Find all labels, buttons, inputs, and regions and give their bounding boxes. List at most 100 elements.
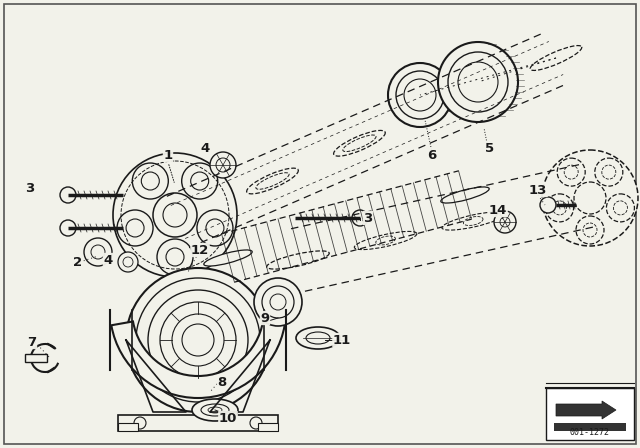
Circle shape xyxy=(126,219,144,237)
Ellipse shape xyxy=(441,187,489,203)
Circle shape xyxy=(191,172,209,190)
Ellipse shape xyxy=(355,232,417,250)
Circle shape xyxy=(557,158,585,186)
Ellipse shape xyxy=(409,98,461,123)
Circle shape xyxy=(396,71,444,119)
Ellipse shape xyxy=(376,236,396,245)
Circle shape xyxy=(166,248,184,266)
Circle shape xyxy=(117,210,153,246)
Ellipse shape xyxy=(201,404,229,416)
Bar xyxy=(25,354,47,362)
Circle shape xyxy=(576,216,604,244)
Circle shape xyxy=(163,203,187,227)
Text: 2: 2 xyxy=(74,255,83,268)
Bar xyxy=(554,423,626,431)
Circle shape xyxy=(262,286,294,318)
Circle shape xyxy=(552,201,566,215)
Ellipse shape xyxy=(256,173,289,189)
Text: 5: 5 xyxy=(485,142,495,155)
Circle shape xyxy=(500,217,510,227)
Text: 1: 1 xyxy=(163,148,173,161)
Circle shape xyxy=(607,194,634,222)
Bar xyxy=(258,423,278,431)
Ellipse shape xyxy=(204,250,252,266)
Circle shape xyxy=(458,62,498,102)
Circle shape xyxy=(206,219,224,237)
Circle shape xyxy=(113,153,237,277)
Text: 12: 12 xyxy=(191,244,209,257)
Ellipse shape xyxy=(296,327,340,349)
Circle shape xyxy=(540,197,556,213)
Circle shape xyxy=(160,302,236,378)
Text: 4: 4 xyxy=(200,142,210,155)
Ellipse shape xyxy=(442,212,504,230)
Ellipse shape xyxy=(192,399,238,421)
Text: 7: 7 xyxy=(28,336,36,349)
Ellipse shape xyxy=(152,210,204,234)
Circle shape xyxy=(60,187,76,203)
Circle shape xyxy=(583,223,597,237)
Circle shape xyxy=(388,63,452,127)
Text: 3: 3 xyxy=(364,211,372,224)
Text: 001-1272: 001-1272 xyxy=(570,427,610,436)
Circle shape xyxy=(613,201,627,215)
Text: 10: 10 xyxy=(219,412,237,425)
Circle shape xyxy=(157,239,193,275)
Circle shape xyxy=(216,158,230,172)
Circle shape xyxy=(148,290,248,390)
Wedge shape xyxy=(111,322,285,398)
Circle shape xyxy=(438,42,518,122)
Circle shape xyxy=(494,211,516,233)
Ellipse shape xyxy=(559,186,621,204)
Circle shape xyxy=(141,172,159,190)
Circle shape xyxy=(118,252,138,272)
Ellipse shape xyxy=(267,251,329,269)
Circle shape xyxy=(126,268,270,412)
Text: 3: 3 xyxy=(26,181,35,194)
Text: 13: 13 xyxy=(529,184,547,197)
Circle shape xyxy=(123,257,133,267)
Bar xyxy=(118,423,138,431)
Text: 4: 4 xyxy=(104,254,113,267)
Circle shape xyxy=(595,158,623,186)
Circle shape xyxy=(270,294,286,310)
Circle shape xyxy=(545,194,573,222)
Circle shape xyxy=(172,314,224,366)
Circle shape xyxy=(564,165,578,179)
Circle shape xyxy=(197,210,233,246)
Circle shape xyxy=(153,193,197,237)
Text: 14: 14 xyxy=(489,203,507,216)
Circle shape xyxy=(182,324,214,356)
Circle shape xyxy=(574,182,606,214)
Text: 8: 8 xyxy=(218,375,227,388)
Bar xyxy=(118,415,278,431)
Circle shape xyxy=(91,245,105,259)
Circle shape xyxy=(254,278,302,326)
Circle shape xyxy=(542,150,638,246)
Circle shape xyxy=(136,278,260,402)
Circle shape xyxy=(404,79,436,111)
Ellipse shape xyxy=(246,168,298,194)
Ellipse shape xyxy=(306,332,330,344)
Bar xyxy=(546,388,634,440)
Ellipse shape xyxy=(463,216,483,225)
Circle shape xyxy=(182,163,218,199)
Ellipse shape xyxy=(343,135,376,151)
Ellipse shape xyxy=(208,407,222,413)
Ellipse shape xyxy=(333,130,385,156)
Circle shape xyxy=(250,417,262,429)
Circle shape xyxy=(134,417,146,429)
FancyArrow shape xyxy=(556,401,616,419)
Circle shape xyxy=(132,163,168,199)
Circle shape xyxy=(60,220,76,236)
Text: 6: 6 xyxy=(428,148,436,161)
Circle shape xyxy=(210,152,236,178)
Ellipse shape xyxy=(530,46,582,70)
Circle shape xyxy=(602,165,616,179)
Text: 9: 9 xyxy=(260,311,269,324)
Text: 11: 11 xyxy=(333,333,351,346)
Circle shape xyxy=(352,210,368,226)
Circle shape xyxy=(84,238,112,266)
Circle shape xyxy=(448,52,508,112)
Ellipse shape xyxy=(419,102,452,119)
